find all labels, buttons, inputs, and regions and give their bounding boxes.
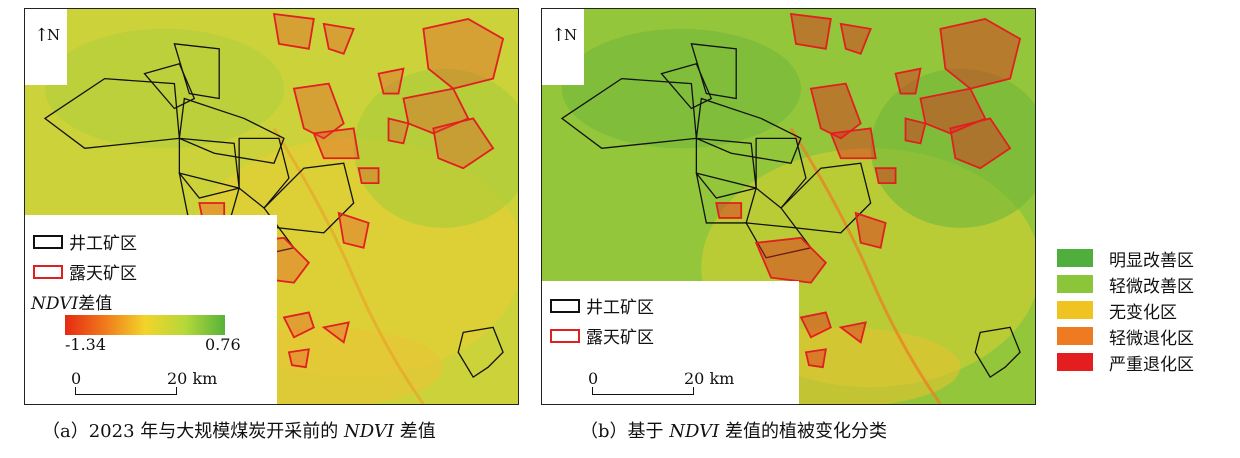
map-legend: 井工矿区 露天矿区 NDVI差值 -1.34 0.76 0 20 km <box>25 215 277 404</box>
scale-bar <box>592 387 694 395</box>
class-label: 轻微改善区 <box>1109 276 1194 297</box>
class-color-swatch <box>1057 327 1093 345</box>
scale-zero-label: 0 <box>71 369 82 388</box>
vegetation-class-legend: 明显改善区轻微改善区无变化区轻微退化区严重退化区 <box>1057 245 1194 375</box>
scale-zero-label: 0 <box>588 369 599 388</box>
ndvi-difference-map: ↑ N 井工矿区 露天矿区 NDVI差值 -1.34 0.76 0 20 km <box>24 8 519 405</box>
ndvi-legend-title: NDVI差值 <box>31 294 113 314</box>
well-mine-outlines <box>43 43 504 379</box>
vegetation-change-classification-map: ↑ N 井工矿区 露天矿区 0 20 km <box>541 8 1036 405</box>
legend-open-pit: 露天矿区 <box>550 323 654 348</box>
ndvi-color-ramp <box>65 315 225 335</box>
north-arrow: ↑ N <box>542 9 584 85</box>
north-label: N <box>47 26 61 44</box>
class-label: 严重退化区 <box>1109 354 1194 375</box>
open-pit-outlines <box>715 12 1022 369</box>
class-legend-item: 无变化区 <box>1057 297 1194 323</box>
legend-well-mine: 井工矿区 <box>33 229 137 254</box>
ndvi-max-label: 0.76 <box>205 335 241 354</box>
class-legend-item: 轻微改善区 <box>1057 271 1194 297</box>
north-arrow: ↑ N <box>25 9 67 85</box>
class-color-swatch <box>1057 275 1093 293</box>
north-label: N <box>564 26 578 44</box>
class-legend-item: 严重退化区 <box>1057 349 1194 375</box>
class-color-swatch <box>1057 301 1093 319</box>
scale-distance-label: 20 km <box>684 369 735 388</box>
red-outline-swatch <box>33 264 63 279</box>
ndvi-min-label: -1.34 <box>65 335 107 354</box>
legend-well-mine: 井工矿区 <box>550 293 654 318</box>
class-color-swatch <box>1057 353 1093 371</box>
black-outline-swatch <box>550 298 580 313</box>
class-legend-item: 轻微退化区 <box>1057 323 1194 349</box>
black-outline-swatch <box>33 234 63 249</box>
red-outline-swatch <box>550 328 580 343</box>
up-arrow-icon: ↑ <box>551 25 567 46</box>
class-label: 无变化区 <box>1109 302 1177 323</box>
class-label: 轻微退化区 <box>1109 328 1194 349</box>
class-label: 明显改善区 <box>1109 250 1194 271</box>
caption-a: （a）2023 年与大规模煤炭开采前的 NDVI 差值 <box>42 421 436 442</box>
class-color-swatch <box>1057 249 1093 267</box>
scale-distance-label: 20 km <box>167 369 218 388</box>
up-arrow-icon: ↑ <box>34 25 50 46</box>
class-legend-item: 明显改善区 <box>1057 245 1194 271</box>
map-legend: 井工矿区 露天矿区 0 20 km <box>542 281 799 404</box>
scale-bar <box>75 387 177 395</box>
legend-open-pit: 露天矿区 <box>33 259 137 284</box>
caption-b: （b）基于 NDVI 差值的植被变化分类 <box>580 421 887 442</box>
